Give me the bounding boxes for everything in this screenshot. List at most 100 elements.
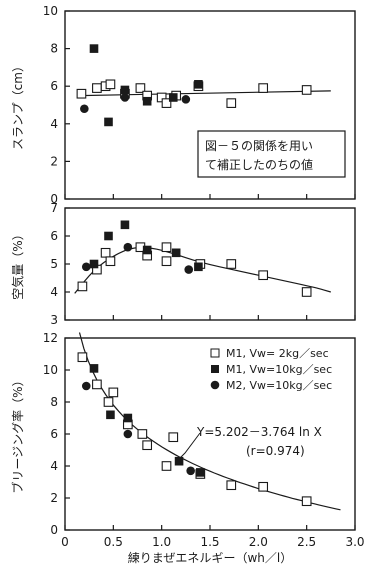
slump-point-filled-square (104, 117, 113, 127)
slump-y-tick-label: 8 (50, 42, 58, 56)
air-point-filled-circle (123, 242, 133, 252)
bleeding-point-open-square (103, 397, 114, 407)
bleeding-point-open-square (301, 496, 312, 507)
bleeding-point-open-square (108, 387, 119, 398)
bleeding-y-tick-label: 12 (43, 331, 58, 345)
bleeding-y-axis-label: ブリージング率（%） (10, 374, 25, 493)
slump-point-open-square (226, 98, 237, 108)
bleeding-point-filled-square (196, 468, 205, 477)
bleeding-y-tick-labels: 0 2 4 6 8 10 12 (43, 331, 58, 537)
air-point-open-square (105, 256, 116, 267)
legend-label-2: M1, Vw=10kg／sec (226, 363, 332, 376)
legend-marker-filled-square (211, 365, 219, 373)
bleeding-point-open-square (226, 480, 237, 491)
bleeding-point-filled-square (123, 413, 133, 423)
bleeding-point-filled-circle (123, 429, 133, 439)
slump-y-ticks (64, 10, 356, 200)
air-point-filled-square (142, 245, 152, 255)
air-point-filled-square (171, 248, 181, 258)
air-point-filled-square (194, 262, 203, 272)
equation-leader-line (179, 432, 201, 459)
x-tick-label: 2.0 (249, 535, 268, 549)
air-point-open-square (77, 281, 88, 292)
air-y-tick-label: 7 (50, 201, 58, 215)
bleeding-point-open-square (77, 352, 88, 363)
slump-point-open-square (301, 85, 312, 95)
bleeding-point-filled-circle (186, 466, 195, 476)
air-y-tick-label: 4 (50, 285, 58, 299)
bleeding-y-ticks (64, 337, 356, 531)
slump-point-open-square (135, 83, 146, 93)
legend: M1, Vw= 2kg／sec M1, Vw=10kg／sec M2, Vw=1… (210, 347, 332, 392)
bleeding-y-tick-label: 4 (50, 459, 58, 473)
bleeding-x-tick-labels: 0 0.5 1.0 1.5 2.0 2.5 3.0 (61, 535, 364, 549)
bleeding-point-filled-square (174, 456, 184, 466)
legend-marker-open-square (210, 348, 220, 358)
bleeding-point-open-square (92, 379, 102, 390)
air-y-tick-labels: 3 4 5 6 7 (50, 201, 58, 327)
bleeding-y-tick-label: 8 (50, 395, 58, 409)
slump-point-filled-square (120, 85, 130, 95)
slump-annotation-line-2: て補正したのちの値 (205, 157, 313, 172)
slump-point-open-square (258, 83, 269, 93)
fit-r-value: (r=0.974) (246, 444, 305, 458)
bleeding-panel: 0 2 4 6 8 10 12 0 0.5 1.0 1.5 2.0 2.5 3.… (10, 331, 365, 565)
slump-y-tick-label: 6 (50, 79, 58, 93)
slump-annotation-line-1: 図－５の関係を用い (205, 139, 313, 153)
x-tick-label: 1.0 (152, 535, 171, 549)
slump-point-filled-square (142, 96, 152, 106)
slump-point-filled-square (168, 93, 178, 102)
bleeding-point-open-square (142, 440, 153, 451)
bleeding-point-open-square (137, 429, 148, 439)
bleeding-y-tick-label: 10 (43, 363, 58, 377)
bleeding-y-tick-label: 0 (50, 523, 58, 537)
air-point-filled-square (89, 259, 99, 269)
fit-equation: Y=5.202－3.764 ln X (196, 425, 322, 439)
slump-y-tick-label: 4 (50, 117, 58, 131)
slump-point-open-square (105, 79, 116, 90)
slump-point-open-square (161, 98, 172, 108)
bleeding-point-open-square (258, 481, 269, 492)
air-point-open-square (301, 287, 312, 297)
bleeding-points (77, 352, 312, 507)
bleeding-y-tick-label: 2 (50, 491, 58, 505)
air-point-open-square (161, 242, 172, 253)
slump-annotation-box (197, 130, 346, 178)
air-point-open-square (161, 256, 172, 267)
air-point-open-square (258, 270, 269, 281)
x-tick-label: 1.5 (200, 535, 219, 549)
slump-point-filled-square (194, 80, 203, 89)
air-y-tick-label: 6 (50, 229, 58, 243)
bleeding-point-filled-circle (81, 381, 91, 391)
legend-marker-filled-circle (210, 380, 220, 390)
bleeding-fit-curve (78, 332, 341, 511)
slump-point-filled-circle (80, 104, 89, 114)
air-y-tick-label: 5 (50, 257, 58, 271)
x-axis-label: 練りまぜエネルギー（wh／l） (128, 551, 292, 565)
slump-panel: 0 2 4 6 8 10 スランプ（cm） 図－５の関係を用い て補正したのちの… (11, 4, 356, 206)
air-content-panel: 3 4 5 6 7 空気量（%） (10, 201, 356, 327)
slump-point-open-square (76, 88, 87, 99)
slump-y-tick-label: 10 (43, 4, 58, 18)
slump-point-open-square (92, 83, 102, 93)
slump-y-tick-label: 2 (50, 154, 58, 168)
bleeding-point-open-square (168, 432, 179, 443)
x-tick-label: 0.5 (104, 535, 123, 549)
air-point-open-square (100, 247, 111, 258)
air-point-filled-circle (184, 265, 194, 274)
x-tick-label: 3.0 (345, 535, 364, 549)
slump-y-tick-label: 0 (50, 192, 58, 206)
bleeding-point-filled-square (106, 410, 115, 420)
air-points (77, 220, 312, 297)
bleeding-y-tick-label: 6 (50, 427, 58, 441)
bleeding-point-open-square (161, 461, 172, 471)
x-tick-label: 2.5 (297, 535, 316, 549)
bleeding-point-filled-square (89, 364, 99, 373)
legend-label-3: M2, Vw=10kg／sec (226, 379, 332, 392)
air-y-axis-label: 空気量（%） (10, 228, 25, 299)
air-point-filled-square (104, 231, 113, 241)
slump-point-filled-circle (181, 95, 191, 104)
legend-label-1: M1, Vw= 2kg／sec (226, 347, 329, 360)
slump-points (76, 44, 312, 127)
